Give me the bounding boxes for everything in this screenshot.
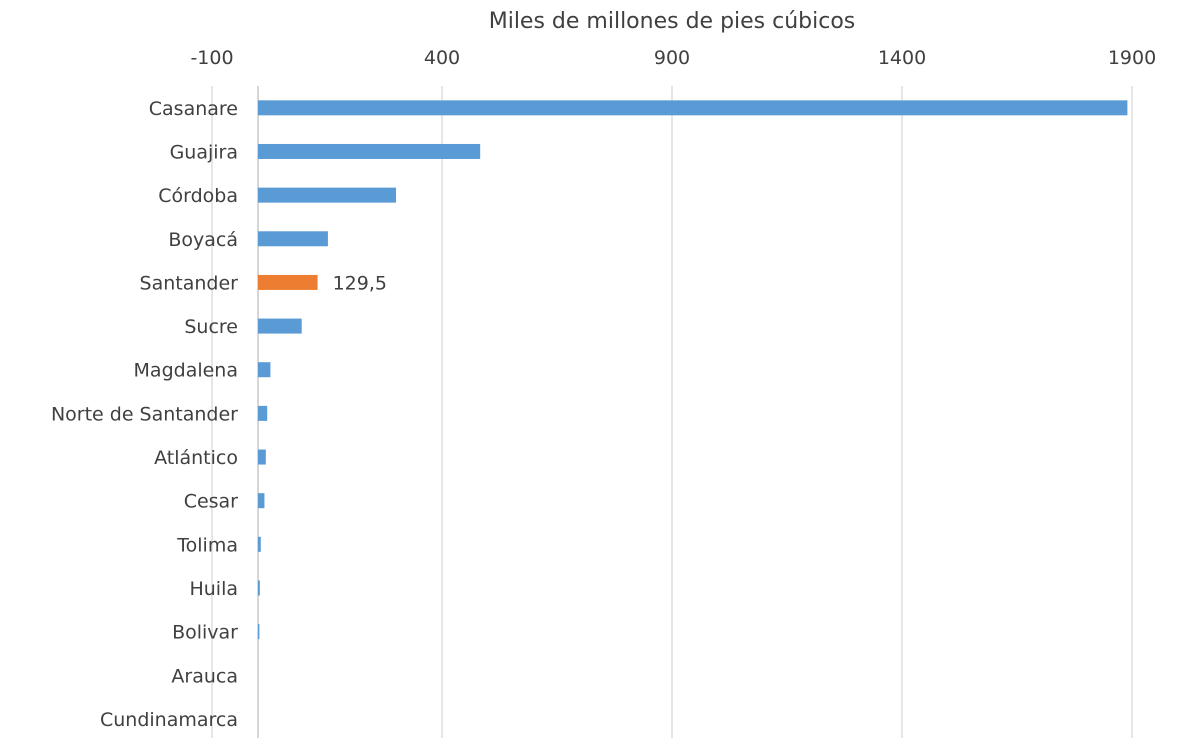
- bar-magdalena: [258, 362, 271, 378]
- category-label: Arauca: [171, 665, 238, 687]
- bar-atlántico: [258, 449, 266, 465]
- gridlines: [211, 86, 1133, 738]
- category-label: Magdalena: [134, 360, 238, 382]
- bar-sucre: [258, 318, 302, 334]
- category-label: Córdoba: [158, 185, 238, 207]
- x-tick-label: 1400: [878, 47, 926, 69]
- bar-casanare: [258, 100, 1128, 116]
- bar-norte-de-santander: [258, 405, 268, 421]
- category-label: Norte de Santander: [51, 403, 238, 425]
- category-label: Atlántico: [154, 447, 238, 469]
- category-label: Sucre: [184, 316, 238, 338]
- x-tick-label: -100: [190, 47, 233, 69]
- bar-bolivar: [258, 624, 260, 640]
- bar-boyacá: [258, 231, 328, 247]
- category-label: Bolivar: [172, 622, 238, 644]
- category-label: Boyacá: [168, 229, 238, 251]
- category-label: Santander: [140, 272, 239, 294]
- category-label: Tolima: [176, 534, 238, 556]
- bar-huila: [258, 580, 260, 596]
- bar-córdoba: [258, 187, 396, 203]
- bar-guajira: [258, 143, 481, 159]
- x-axis-title: Miles de millones de pies cúbicos: [489, 9, 856, 34]
- x-tick-label: 400: [424, 47, 460, 69]
- bar-santander: [258, 274, 318, 290]
- labels: -100 400 900 1400 1900 Casanare Guajira Córdoba…: [51, 47, 1156, 731]
- x-tick-label: 900: [654, 47, 690, 69]
- bar-cesar: [258, 493, 265, 509]
- category-label: Huila: [189, 578, 238, 600]
- data-label: 129,5: [333, 272, 387, 294]
- bars: [258, 100, 1128, 640]
- category-label: Guajira: [170, 141, 238, 163]
- category-label: Casanare: [149, 98, 238, 120]
- x-tick-label: 1900: [1108, 47, 1156, 69]
- bar-tolima: [258, 536, 261, 552]
- category-label: Cesar: [184, 491, 238, 513]
- category-label: Cundinamarca: [100, 709, 238, 731]
